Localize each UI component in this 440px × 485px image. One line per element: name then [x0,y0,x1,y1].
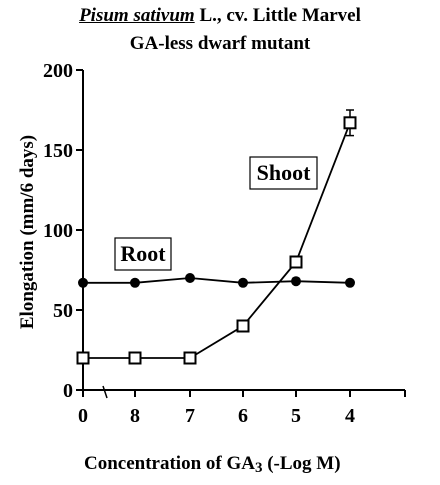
root-point [345,277,355,288]
species-name: Pisum sativum [79,5,195,26]
x-tick-label: 5 [291,405,301,427]
series-line-root [83,277,351,284]
shoot-point [128,351,142,365]
y-tick-label: 150 [43,140,73,162]
y-tick-label: 50 [53,300,73,322]
root-point [78,277,88,288]
root-point [238,277,248,288]
x-axis-label-text: Concentration of GA [84,453,255,474]
series-line-shoot [83,122,351,359]
root-point [185,273,195,283]
shoot-label-box [249,156,318,190]
x-tick-label: 8 [130,405,140,427]
x-axis-label: Concentration of GA3 (-Log M) [84,453,341,477]
y-tick-label: 100 [43,220,73,242]
shoot-label: Shoot [257,160,311,185]
root-point [291,276,301,287]
x-tick-label: 0 [78,405,88,427]
y-tick-label: 200 [43,60,73,82]
root-point [130,277,140,288]
x-axis-label-unit: (-Log M) [262,453,341,474]
shoot-point [343,116,357,130]
axis-break-mark [102,385,108,399]
shoot-point [76,351,90,365]
shoot-point [183,351,197,365]
root-label-box [114,237,172,271]
chart-subtitle: GA-less dwarf mutant [129,33,311,54]
y-axis-label: Elongation (mm/6 days) [17,134,38,330]
root-label: Root [120,241,166,266]
x-tick-label: 7 [185,405,195,427]
x-axis-label-subscript: 3 [254,460,263,476]
shoot-point [289,255,303,269]
x-tick-label: 6 [238,405,248,427]
y-tick-label: 0 [63,380,73,402]
x-tick-label: 4 [345,405,355,427]
chart-title: Pisum sativum L., cv. Little Marvel [0,5,440,27]
cultivar-text: L., cv. Little Marvel [194,5,361,26]
shoot-point [236,319,250,333]
